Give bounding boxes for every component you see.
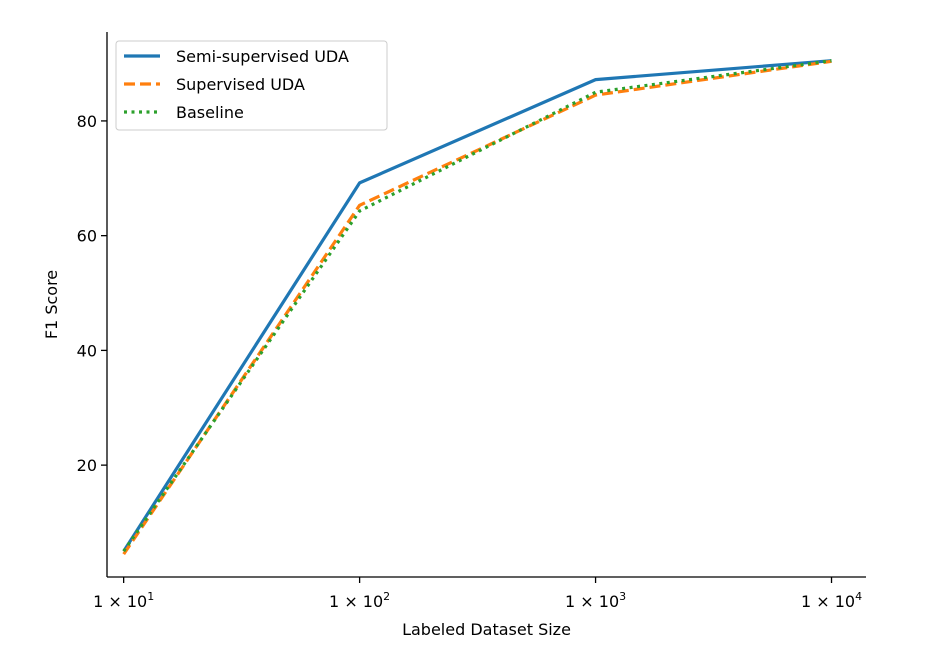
series-line-3 [122, 59, 832, 553]
x-axis-label: Labeled Dataset Size [402, 620, 571, 639]
x-axis-ticks: 1 × 101 1 × 102 1 × 103 1 × 104 [93, 577, 862, 611]
plot-area [122, 59, 832, 555]
legend-label: Baseline [176, 103, 244, 122]
y-tick-label: 40 [77, 341, 97, 360]
series-line-1 [122, 59, 832, 553]
legend: Semi-supervised UDA Supervised UDA Baselin… [115, 40, 388, 131]
y-tick-label: 80 [77, 112, 97, 131]
x-tick-label: 1 × 103 [565, 590, 626, 611]
y-tick-label: 60 [77, 227, 97, 246]
legend-label: Semi-supervised UDA [176, 47, 349, 66]
y-axis-ticks: 20 40 60 80 [77, 112, 107, 475]
legend-item: Baseline [124, 103, 244, 122]
x-tick-label: 1 × 102 [329, 590, 390, 611]
y-axis-label: F1 Score [42, 270, 61, 339]
series-line-2 [122, 59, 832, 555]
x-tick-label: 1 × 101 [93, 590, 154, 611]
legend-box [115, 40, 388, 131]
legend-item: Supervised UDA [124, 75, 305, 94]
y-tick-label: 20 [77, 456, 97, 475]
legend-item: Semi-supervised UDA [124, 47, 349, 66]
x-tick-label: 1 × 104 [801, 590, 862, 611]
legend-label: Supervised UDA [176, 75, 305, 94]
